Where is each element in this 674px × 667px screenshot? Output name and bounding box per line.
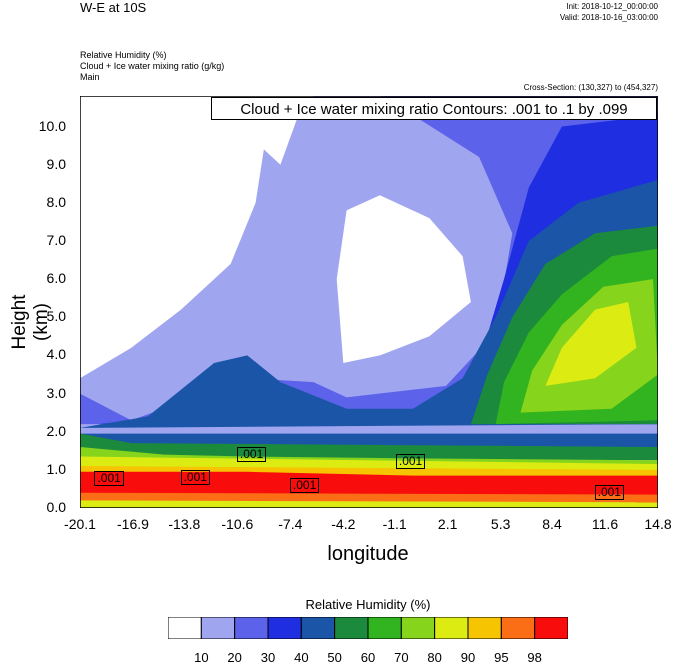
colorbar-label: 98: [527, 650, 542, 665]
y-tick-label: 0.0: [46, 499, 66, 515]
x-axis-label: longitude: [327, 543, 409, 565]
y-tick-label: 5.0: [46, 308, 66, 325]
plot-area: [80, 96, 658, 508]
x-tick-label: -1.1: [382, 516, 407, 532]
heatmap-svg: [80, 96, 658, 508]
x-tick-label: -16.9: [117, 516, 149, 532]
chart-title: W-E at 10S: [80, 0, 147, 15]
rh-region-white-west: [80, 96, 273, 379]
colorbar-swatch: [467, 617, 502, 639]
colorbar-swatch: [434, 617, 469, 639]
rh-region-green-low: [80, 433, 658, 461]
x-tick-label: 2.1: [437, 516, 458, 532]
contour-label: .001: [94, 471, 124, 487]
y-tick-label: 8.0: [46, 193, 66, 210]
contour-label: .001: [594, 484, 624, 500]
rh-region-yellow: [545, 302, 637, 386]
colorbar-swatch: [267, 617, 302, 639]
colorbar-swatch: [200, 617, 236, 639]
x-tick-label: 5.3: [490, 516, 511, 532]
colorbar-label: 10: [194, 650, 209, 665]
colorbar-swatch: [534, 617, 568, 639]
field-label-cloud: Cloud + Ice water mixing ratio (g/kg): [80, 61, 225, 71]
colorbar-label: 80: [427, 650, 442, 665]
colorbar-swatch: [367, 617, 402, 639]
colorbar-label: 20: [227, 650, 242, 665]
rh-region-yellow-surface: [80, 500, 658, 508]
x-tick-label: -10.6: [221, 516, 254, 532]
y-tick-label: 9.0: [46, 155, 66, 172]
y-tick-label: 6.0: [46, 270, 66, 287]
x-tick-label: -7.4: [278, 516, 303, 532]
rh-region-white-center: [336, 195, 471, 363]
colorbar-label: 95: [494, 650, 509, 665]
field-label-rh: Relative Humidity (%): [80, 50, 167, 60]
colorbar-label: 50: [327, 650, 342, 665]
colorbar-title: Relative Humidity (%): [305, 597, 431, 612]
y-tick-label: 1.0: [46, 460, 66, 477]
colorbar-label: 90: [460, 650, 476, 665]
x-tick-label: -13.8: [168, 516, 201, 532]
x-tick-label: -4.2: [331, 516, 356, 532]
y-tick-label: 10.0: [38, 117, 66, 134]
colorbar-swatch: [300, 617, 336, 639]
y-tick-label: 4.0: [46, 346, 66, 363]
colorbar-swatch: [400, 617, 436, 639]
colorbar-swatch: [500, 617, 536, 639]
x-tick-label: 14.8: [644, 516, 672, 532]
colorbar-swatch: [234, 617, 269, 639]
colorbar-label: 30: [260, 650, 276, 665]
field-label-main: Main: [80, 72, 100, 82]
colorbar-swatch: [168, 617, 202, 639]
x-tick-label: 11.6: [591, 516, 619, 532]
colorbar-label: 70: [394, 650, 409, 665]
init-time: Init: 2018-10-12_00:00:00: [566, 2, 658, 11]
y-tick-label: 2.0: [46, 422, 66, 439]
contour-title-box: Cloud + Ice water mixing ratio Contours:…: [211, 97, 657, 120]
contour-label: .001: [395, 454, 426, 470]
contour-label: .001: [180, 470, 210, 486]
colorbar: [168, 617, 568, 639]
colorbar-label: 60: [360, 650, 376, 665]
x-tick-label: 8.4: [542, 516, 562, 532]
y-tick-label: 3.0: [46, 384, 66, 401]
cross-section-label: Cross-Section: (130,327) to (454,327): [523, 83, 658, 92]
x-tick-label: -20.1: [64, 516, 96, 532]
valid-time: Valid: 2018-10-16_03:00:00: [559, 13, 658, 22]
contour-label: .001: [236, 447, 267, 463]
y-tick-label: 7.0: [46, 231, 66, 248]
colorbar-label: 40: [294, 650, 309, 665]
contour-label: .001: [289, 477, 320, 493]
colorbar-swatch: [334, 617, 369, 639]
